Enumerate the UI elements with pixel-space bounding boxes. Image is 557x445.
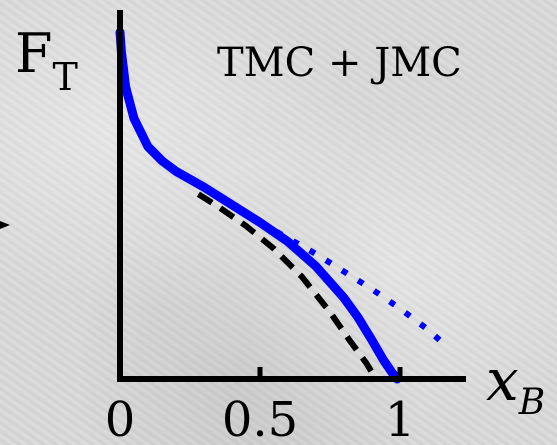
series-line-solid — [115, 27, 402, 384]
y-axis-label-main: F — [15, 22, 52, 85]
tick-layer: 0 0.5 1 — [105, 367, 416, 445]
y-axis-label-sub: T — [52, 55, 77, 99]
chart-title: TMC + JMC — [217, 40, 462, 86]
x-axis-label-main: x — [486, 346, 519, 414]
series-layer — [115, 27, 450, 384]
x-axis-label-sub: B — [518, 382, 545, 423]
y-axis-label: FT — [15, 22, 78, 99]
series-line-dashed — [196, 191, 378, 379]
arrow-marker — [0, 221, 10, 229]
x-tick-label: 1 — [385, 392, 416, 445]
x-axis-label: xB — [486, 346, 545, 423]
x-tick-label: 0.5 — [222, 392, 298, 445]
series-line-dotted — [258, 219, 450, 350]
x-tick-label: 0 — [105, 392, 136, 445]
